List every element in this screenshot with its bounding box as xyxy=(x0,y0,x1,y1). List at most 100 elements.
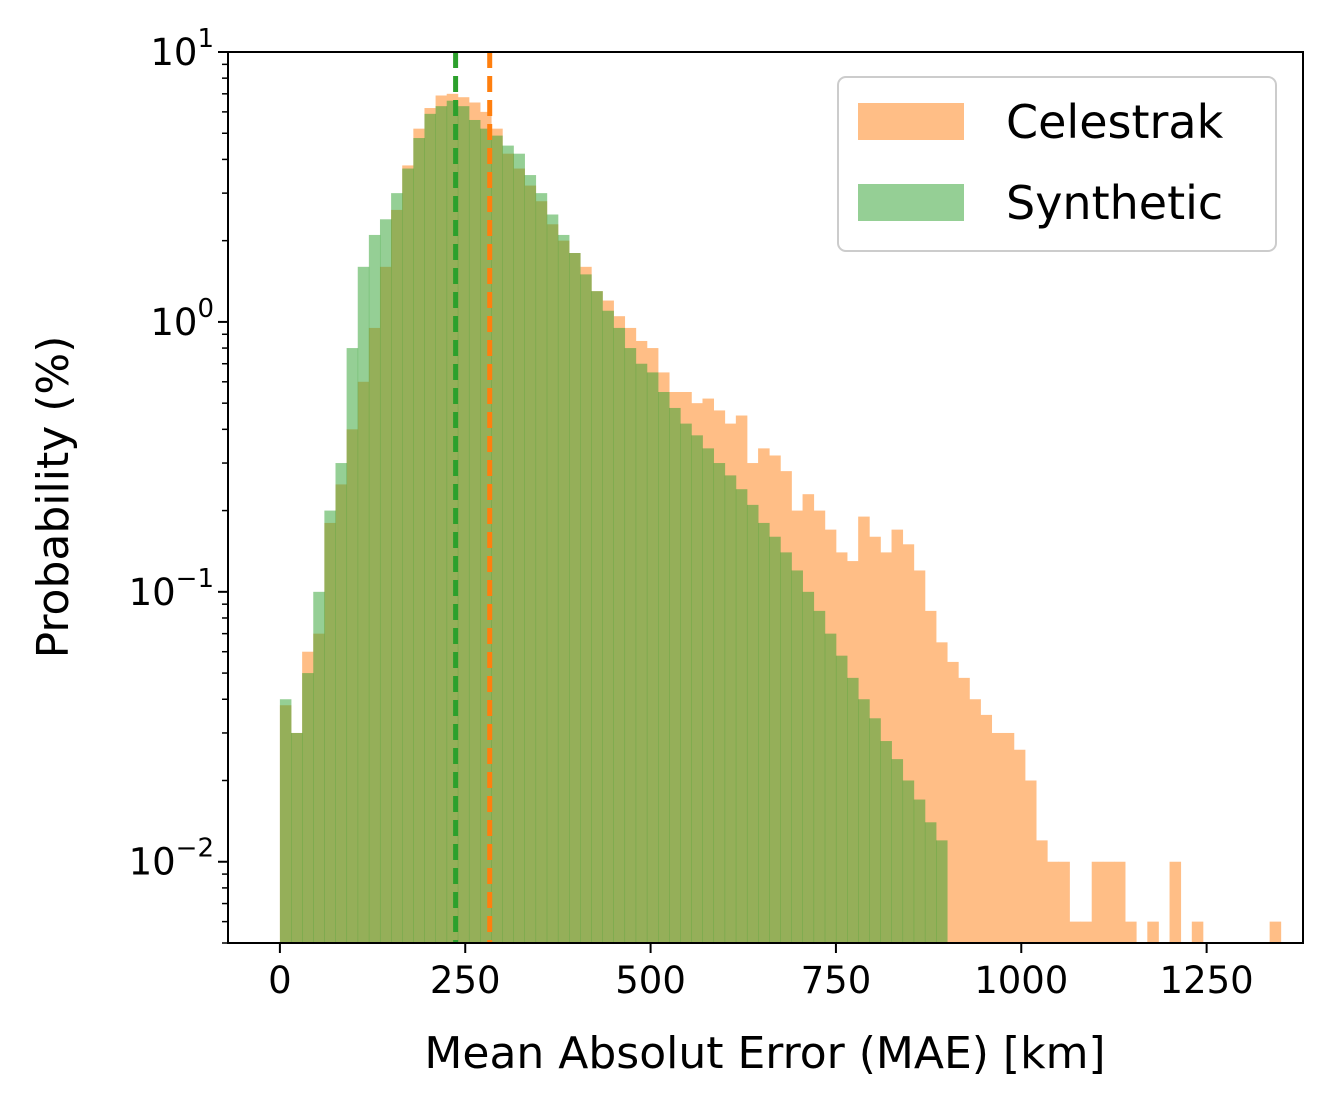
synthetic-bar-24 xyxy=(546,214,559,943)
celestrak-bar-79 xyxy=(1191,921,1204,943)
celestrak-bar-57 xyxy=(913,570,926,943)
celestrak-bar-56 xyxy=(902,544,915,943)
celestrak-bar-73 xyxy=(1091,861,1104,943)
celestrak-bar-65 xyxy=(1002,732,1015,943)
synthetic-bar-49 xyxy=(824,633,837,943)
x-tick-label-250: 250 xyxy=(430,959,501,1002)
x-axis-ticks: 0 250 500 750 1000 1250 xyxy=(268,943,1254,1002)
celestrak-bar-58 xyxy=(924,610,937,943)
y-tick-label-3: 10−2 xyxy=(129,834,214,884)
synthetic-bar-17 xyxy=(468,119,481,943)
synthetic-bar-55 xyxy=(891,759,904,943)
synthetic-bar-14 xyxy=(435,106,448,944)
celestrak-bar-59 xyxy=(936,642,948,943)
synthetic-bar-48 xyxy=(813,610,826,943)
synthetic-bar-57 xyxy=(913,799,926,943)
synthetic-bar-2 xyxy=(302,673,314,943)
synthetic-bar-16 xyxy=(457,106,470,944)
synthetic-bar-6 xyxy=(346,348,359,943)
celestrak-bar-69 xyxy=(1047,861,1059,943)
celestrak-bar-78 xyxy=(1169,861,1182,943)
celestrak-bar-61 xyxy=(958,677,970,943)
synthetic-bar-58 xyxy=(924,822,937,943)
synthetic-bar-1 xyxy=(291,732,303,943)
synthetic-bar-22 xyxy=(524,175,537,943)
synthetic-bar-8 xyxy=(368,234,381,943)
celestrak-bar-76 xyxy=(1125,921,1137,943)
celestrak-bar-64 xyxy=(991,732,1004,943)
celestrak-bar-55 xyxy=(891,529,904,943)
synthetic-bar-42 xyxy=(746,504,759,943)
synthetic-bar-26 xyxy=(569,253,581,944)
synthetic-bar-13 xyxy=(424,113,436,944)
synthetic-bar-34 xyxy=(658,391,670,943)
synthetic-bar-7 xyxy=(357,266,370,943)
synthetic-bar-4 xyxy=(324,510,336,943)
y-tick-label-1: 100 xyxy=(150,294,214,344)
synthetic-bar-30 xyxy=(613,327,626,944)
celestrak-bar-75 xyxy=(1113,861,1126,943)
synthetic-bar-12 xyxy=(413,138,425,943)
y-tick-label-2: 10−1 xyxy=(129,564,214,614)
y-axis-label: Probability (%) xyxy=(28,336,79,659)
celestrak-bar-72 xyxy=(1080,921,1093,943)
x-axis-label: Mean Absolut Error (MAE) [km] xyxy=(424,1028,1105,1079)
x-tick-label-1000: 1000 xyxy=(974,959,1068,1002)
celestrak-bar-60 xyxy=(947,661,959,943)
synthetic-bar-52 xyxy=(858,699,870,943)
legend: Celestrak Synthetic xyxy=(837,76,1277,252)
celestrak-bar-74 xyxy=(1102,861,1115,943)
synthetic-bar-36 xyxy=(680,423,692,944)
synthetic-bar-9 xyxy=(379,219,392,943)
synthetic-bar-47 xyxy=(802,591,815,943)
axes xyxy=(227,51,1304,944)
synthetic-bar-41 xyxy=(735,489,748,943)
median-lines xyxy=(453,52,493,943)
synthetic-bar-29 xyxy=(602,310,614,943)
synthetic-bar-10 xyxy=(391,193,403,944)
y-axis-ticks: 101 100 10−1 10−2 xyxy=(129,24,228,944)
plot-frame xyxy=(227,51,1304,944)
x-tick-label-1250: 1250 xyxy=(1160,959,1254,1002)
x-tick-label-500: 500 xyxy=(615,959,686,1002)
celestrak-bar-62 xyxy=(969,699,981,943)
celestrak-bar-80 xyxy=(1269,921,1282,943)
y-tick-label-0: 101 xyxy=(150,24,214,74)
synthetic-bar-53 xyxy=(869,718,881,943)
synthetic-bar-27 xyxy=(580,274,592,943)
synthetic-bar-31 xyxy=(624,348,637,943)
synthetic-bar-0 xyxy=(279,699,292,943)
synthetic-bar-20 xyxy=(502,145,514,944)
legend-label-synthetic: Synthetic xyxy=(1006,176,1223,230)
celestrak-bar-71 xyxy=(1069,921,1081,943)
synthetic-bar-33 xyxy=(646,372,659,943)
synthetic-bar-32 xyxy=(635,363,648,944)
synthetic-bar-11 xyxy=(402,168,414,943)
synthetic-bar-35 xyxy=(669,407,681,944)
celestrak-bar-67 xyxy=(1024,780,1037,943)
synthetic-bar-21 xyxy=(513,153,525,944)
celestrak-bar-70 xyxy=(1058,861,1070,943)
synthetic-bar-51 xyxy=(847,677,859,943)
synthetic-bar-38 xyxy=(702,448,715,943)
synthetic-bar-37 xyxy=(691,435,703,943)
celestrak-bar-66 xyxy=(1013,749,1026,943)
synthetic-bar-45 xyxy=(780,552,792,943)
x-tick-label-0: 0 xyxy=(268,959,292,1002)
synthetic-bar-40 xyxy=(724,475,737,943)
synthetic-bar-5 xyxy=(335,463,348,943)
synthetic-bar-18 xyxy=(480,128,492,944)
synthetic-bar-3 xyxy=(313,591,325,943)
synthetic-bar-25 xyxy=(557,234,570,943)
celestrak-bar-68 xyxy=(1036,840,1048,943)
synthetic-bar-43 xyxy=(758,522,770,943)
synthetic-bar-46 xyxy=(791,570,803,943)
synthetic-bar-23 xyxy=(535,193,548,944)
legend-swatch-synthetic xyxy=(858,184,964,221)
synthetic-bar-54 xyxy=(880,741,892,943)
synthetic-bars xyxy=(279,100,948,944)
synthetic-bar-39 xyxy=(713,463,726,943)
synthetic-bar-50 xyxy=(835,655,848,943)
synthetic-bar-44 xyxy=(769,536,781,943)
